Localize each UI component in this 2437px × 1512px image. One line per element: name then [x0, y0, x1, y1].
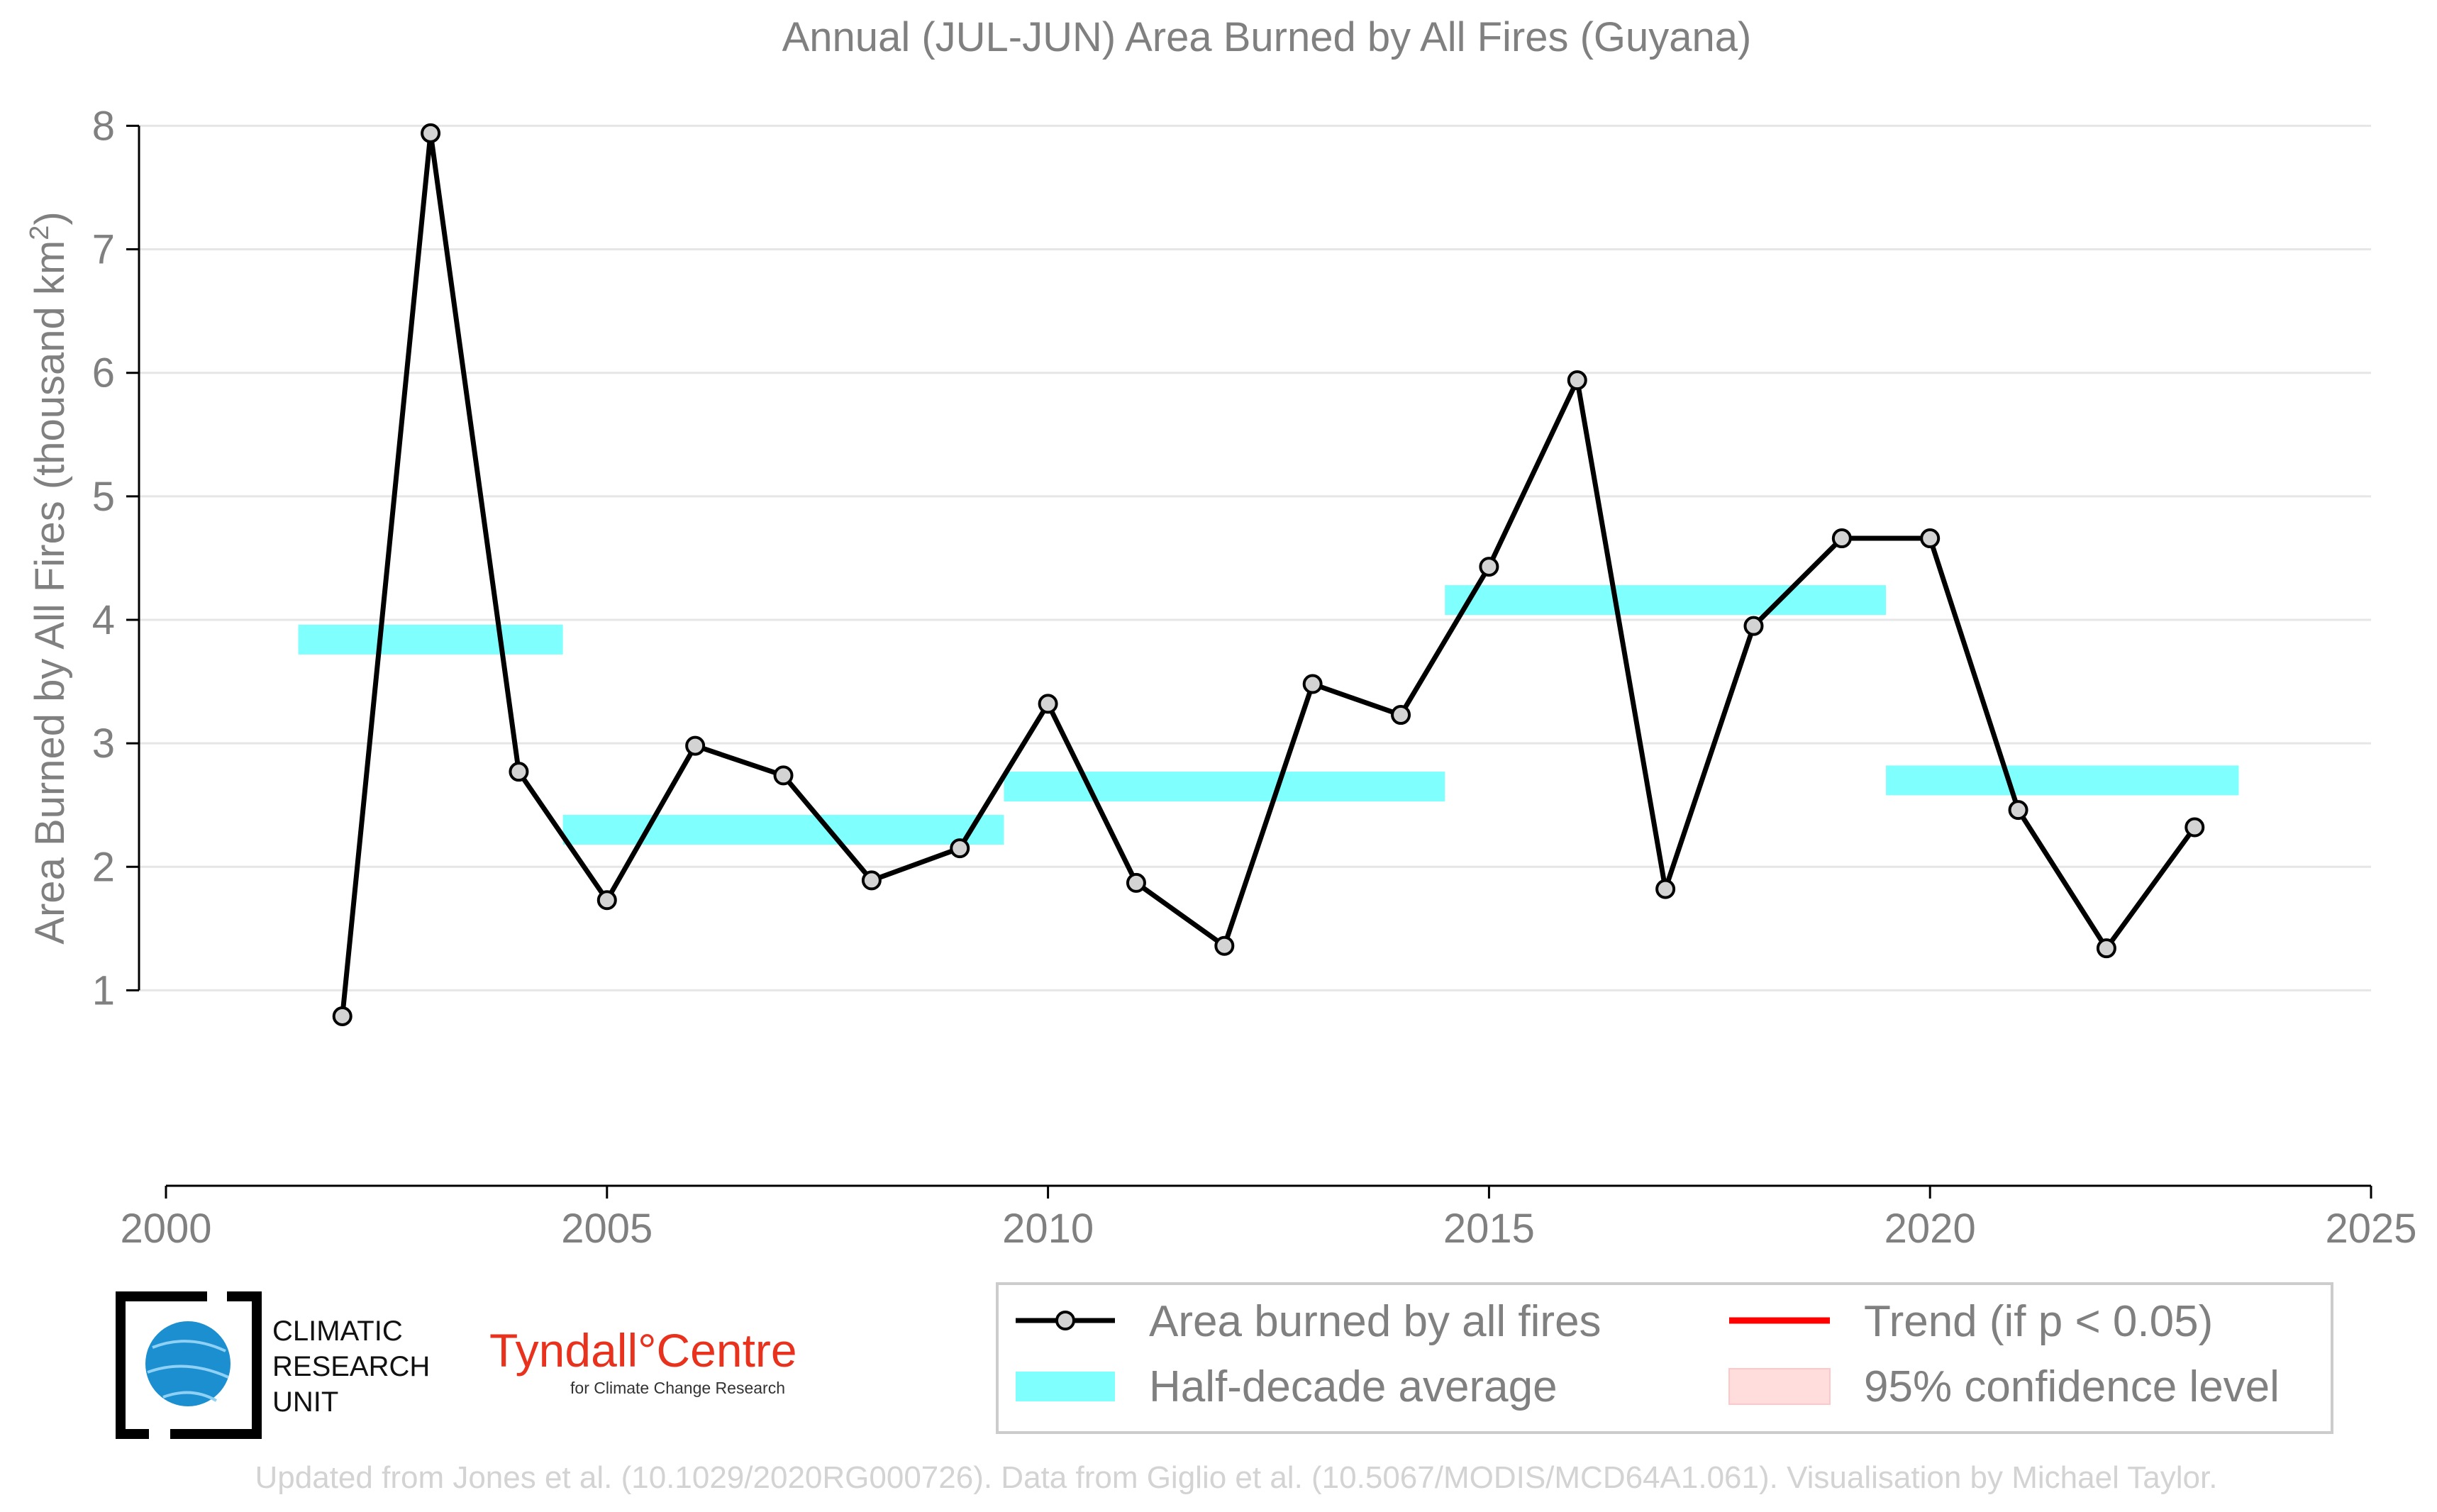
tyndall-logo-subtext: for Climate Change Research — [570, 1379, 785, 1397]
data-point — [1126, 872, 1146, 893]
data-point — [509, 762, 529, 782]
legend-item-confidence: 95% confidence level — [1728, 1362, 2280, 1411]
x-tick-label: 2020 — [1884, 1206, 1976, 1252]
y-axis-label: Area Burned by All Fires (thousand km2) — [25, 211, 73, 944]
data-point — [332, 1006, 352, 1026]
x-tick-label: 2010 — [1002, 1206, 1094, 1252]
half-decade-band — [298, 624, 563, 655]
y-tick-label: 6 — [92, 350, 115, 396]
data-point — [1391, 705, 1411, 726]
data-point — [1479, 557, 1499, 577]
cru-text-line-3: UNIT — [272, 1386, 338, 1418]
y-tick-label: 1 — [92, 967, 115, 1013]
legend-label-half-decade: Half-decade average — [1149, 1362, 1558, 1411]
cru-logo: CLIMATIC RESEARCH UNIT — [116, 1291, 430, 1439]
y-tick-label: 8 — [92, 103, 115, 149]
data-point — [1655, 879, 1676, 899]
y-tick-label: 7 — [92, 227, 115, 273]
legend-frame — [996, 1282, 2333, 1434]
data-point — [773, 765, 794, 786]
y-tick-label: 2 — [92, 844, 115, 890]
x-tick-label: 2015 — [1443, 1206, 1535, 1252]
tyndall-logo: Tyndall°Centre for Climate Change Resear… — [489, 1324, 797, 1397]
axes — [138, 126, 2371, 1187]
data-point — [1038, 694, 1058, 714]
data-point — [685, 735, 706, 756]
chart-title: Annual (JUL-JUN) Area Burned by All Fire… — [782, 14, 1752, 60]
y-ticks: 1 2 3 4 5 6 7 8 — [92, 103, 139, 1013]
x-tick-label: 2005 — [561, 1206, 653, 1252]
legend-label-confidence: 95% confidence level — [1864, 1362, 2280, 1411]
legend-item-area-burned: Area burned by all fires — [1016, 1297, 1601, 1346]
data-point — [1831, 528, 1852, 549]
legend-marker-swatch — [1055, 1311, 1075, 1330]
data-point — [950, 838, 970, 859]
y-tick-label: 5 — [92, 474, 115, 520]
data-point — [1743, 616, 1764, 636]
data-point — [1302, 674, 1323, 694]
y-tick-label: 4 — [92, 597, 115, 643]
tyndall-logo-text: Tyndall°Centre — [489, 1324, 797, 1377]
legend: Area burned by all fires Trend (if p < 0… — [996, 1282, 2333, 1434]
legend-confidence-swatch — [1728, 1368, 1831, 1405]
data-point — [1567, 370, 1587, 391]
data-point — [421, 123, 441, 143]
legend-item-trend: Trend (if p < 0.05) — [1729, 1297, 2213, 1346]
legend-item-half-decade: Half-decade average — [1016, 1362, 1558, 1411]
globe-lines-icon — [147, 1340, 229, 1402]
half-decade-band — [1445, 585, 1887, 616]
data-point — [596, 890, 617, 911]
x-ticks: 2000 2005 2010 2015 2020 2025 — [120, 1186, 2417, 1252]
legend-label-trend: Trend (if p < 0.05) — [1864, 1297, 2213, 1346]
legend-band-swatch — [1016, 1372, 1115, 1401]
cru-text-line-2: RESEARCH — [272, 1351, 430, 1382]
data-point — [1214, 935, 1235, 956]
half-decade-band — [1004, 772, 1445, 802]
attribution-footer: Updated from Jones et al. (10.1029/2020R… — [255, 1460, 2218, 1495]
half-decade-band — [562, 815, 1004, 845]
y-tick-label: 3 — [92, 721, 115, 767]
half-decade-band — [1886, 765, 2239, 796]
x-tick-label: 2000 — [120, 1206, 211, 1252]
data-point — [2008, 800, 2028, 821]
cru-text-line-1: CLIMATIC — [272, 1316, 403, 1347]
legend-label-area-burned: Area burned by all fires — [1149, 1297, 1601, 1346]
x-tick-label: 2025 — [2325, 1206, 2416, 1252]
half-decade-bands — [298, 585, 2239, 845]
series — [332, 123, 2205, 1026]
data-point — [2185, 817, 2205, 838]
data-point — [1920, 528, 1941, 549]
grid — [138, 124, 2371, 991]
data-point — [861, 870, 882, 891]
series-line — [340, 130, 2197, 1017]
cru-logo-frame — [116, 1291, 262, 1439]
data-point — [2096, 938, 2116, 959]
